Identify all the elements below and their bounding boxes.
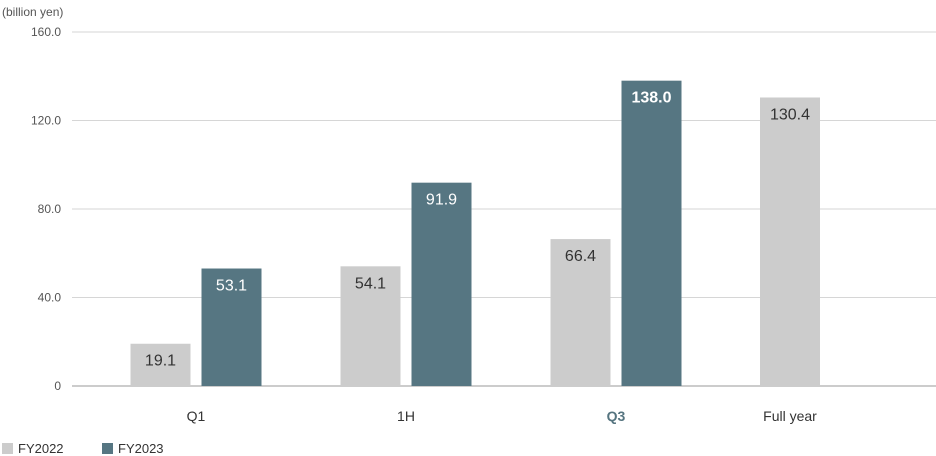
data-label: 54.1 (355, 275, 386, 292)
legend-label-fy2023: FY2023 (118, 441, 164, 456)
unit-label: (billion yen) (2, 5, 63, 19)
y-tick-label: 40.0 (38, 291, 62, 305)
bar-fy2022-full-year (760, 97, 820, 387)
bar-fy2023-1h (411, 182, 472, 386)
data-labels: 19.1 53.1 54.1 91.9 66.4 138.0 130.4 (145, 90, 810, 370)
legend-label-fy2022: FY2022 (18, 441, 64, 456)
data-label: 53.1 (216, 278, 247, 295)
category-labels: Q1 1H Q3 Full year (187, 408, 818, 424)
legend-swatch-fy2023 (102, 443, 113, 454)
legend: FY2022 FY2023 (2, 441, 164, 456)
category-label: Q1 (187, 408, 206, 424)
data-label: 138.0 (631, 90, 671, 107)
y-axis-ticks: 0 40.0 80.0 120.0 160.0 (31, 25, 61, 393)
data-label: 66.4 (565, 248, 596, 265)
category-label: Full year (763, 408, 817, 424)
bar-fy2022-q1 (130, 343, 191, 386)
data-label: 91.9 (426, 192, 457, 209)
legend-swatch-fy2022 (2, 443, 13, 454)
data-label: 130.4 (770, 106, 810, 123)
y-tick-label: 120.0 (31, 114, 61, 128)
bar-fy2022-1h (340, 266, 401, 386)
y-tick-label: 0 (54, 379, 61, 393)
data-label: 19.1 (145, 353, 176, 370)
y-tick-label: 80.0 (38, 202, 62, 216)
y-tick-label: 160.0 (31, 25, 61, 39)
bars (130, 80, 820, 387)
category-label: 1H (397, 408, 415, 424)
category-label: Q3 (607, 408, 626, 424)
bar-fy2023-q3 (621, 80, 682, 387)
bar-fy2023-q1 (201, 268, 262, 386)
bar-fy2022-q3 (550, 239, 611, 386)
